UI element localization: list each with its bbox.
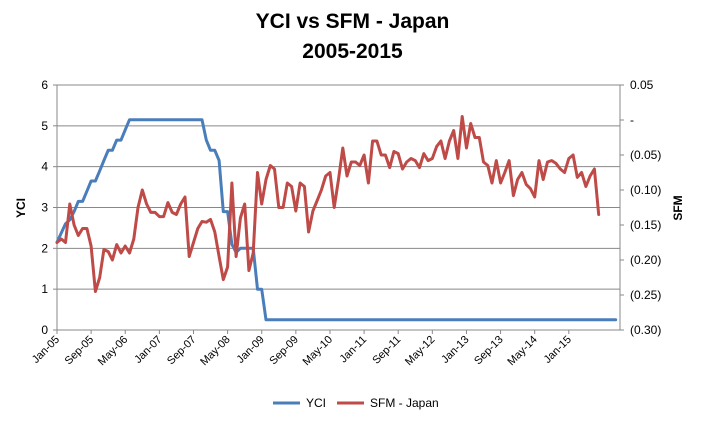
y-left-tick-label: 3 [41,201,48,215]
y-right-tick-label: (0.05) [630,148,661,162]
x-tick-label: Sep-11 [370,334,403,367]
legend-label: SFM - Japan [370,396,439,410]
y-right-tick-label: - [630,113,634,127]
series-line-sfm-japan [55,115,601,293]
x-tick-label: Jan-15 [542,334,574,366]
x-tick-label: Jan-05 [30,334,62,366]
y-left-tick-label: 2 [41,241,48,255]
x-tick-label: Jan-07 [132,334,164,366]
legend-label: YCI [306,396,326,410]
y-right-tick-label: (0.15) [630,218,661,232]
x-tick-label: May-12 [403,334,437,368]
y-left-axis-title: YCI [14,198,28,218]
y-right-tick-label: 0.05 [630,78,654,92]
chart-subtitle: 2005-2015 [302,40,403,63]
y-right-tick-label: (0.30) [630,323,661,337]
y-left-tick-label: 6 [41,78,48,92]
x-tick-label: Jan-13 [439,334,471,366]
y-left-tick-label: 5 [41,119,48,133]
y-right-tick-label: (0.10) [630,183,661,197]
y-left-tick-label: 1 [41,282,48,296]
x-tick-label: May-08 [198,334,232,368]
y-right-tick-label: (0.20) [630,253,661,267]
x-tick-label: May-06 [96,334,130,368]
x-tick-label: May-10 [301,334,335,368]
y-right-axis-title: SFM [671,195,685,220]
x-tick-label: Sep-05 [63,334,97,368]
x-tick-label: Jan-11 [338,334,370,366]
x-tick-label: Sep-13 [472,334,506,368]
x-tick-label: May-14 [505,334,539,368]
x-tick-label: Sep-09 [267,334,301,368]
y-left-tick-label: 0 [41,323,48,337]
x-tick-label: Sep-07 [165,334,199,368]
y-right-tick-label: (0.25) [630,288,661,302]
y-left-tick-label: 4 [41,160,48,174]
x-tick-label: Jan-09 [235,334,267,366]
chart-title: YCI vs SFM - Japan [255,10,450,33]
series-line-yci [55,118,618,322]
